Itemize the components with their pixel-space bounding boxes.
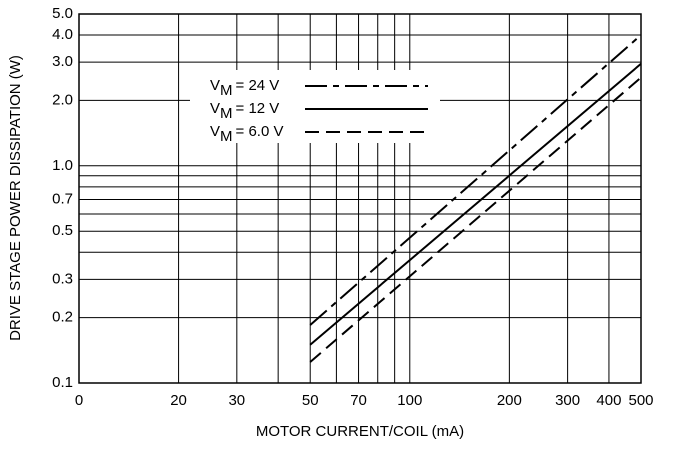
series-line [309,34,642,326]
legend-symbol: V [210,77,220,94]
x-tick-label: 30 [228,392,245,409]
y-tick-label: 3.0 [52,53,73,70]
series-line [309,76,642,363]
x-tick-label: 300 [555,392,580,409]
y-axis-title: DRIVE STAGE POWER DISSIPATION (W) [7,55,24,341]
y-tick-label: 0.3 [52,270,73,287]
x-tick-label: 100 [397,392,422,409]
legend-label: VM = 12 V [210,100,279,122]
y-tick-label: 0.1 [52,374,73,391]
y-tick-label: 0.2 [52,309,73,326]
y-tick-label: 0.7 [52,190,73,207]
y-tick-label: 0.5 [52,222,73,239]
x-tick-label: 0 [75,392,83,409]
legend-symbol-sub: M [220,105,233,122]
y-tick-label: 1.0 [52,157,73,174]
legend-name: = 24 V [236,77,280,94]
legend-symbol-sub: M [220,128,233,145]
x-tick-label: 50 [302,392,319,409]
legend-box [190,70,440,143]
legend-name: = 12 V [236,100,280,117]
x-tick-label: 20 [170,392,187,409]
plot-frame [78,13,642,384]
x-tick-label: 70 [350,392,367,409]
legend-symbol-sub: M [220,82,233,99]
series-line [309,63,642,346]
legend-name: = 6.0 V [236,123,284,140]
y-tick-label: 2.0 [52,91,73,108]
y-tick-label: 4.0 [52,26,73,43]
legend-symbol: V [210,100,220,117]
legend-label: VM = 6.0 V [210,123,283,145]
y-tick-label: 5.0 [52,5,73,22]
legend-label: VM = 24 V [210,77,279,99]
legend: VM = 24 VVM = 12 VVM = 6.0 V [190,70,440,145]
x-tick-label: 400 [596,392,621,409]
legend-symbol: V [210,123,220,140]
x-axis-title: MOTOR CURRENT/COIL (mA) [256,423,464,440]
x-tick-label: 200 [497,392,522,409]
x-tick-label: 500 [628,392,653,409]
